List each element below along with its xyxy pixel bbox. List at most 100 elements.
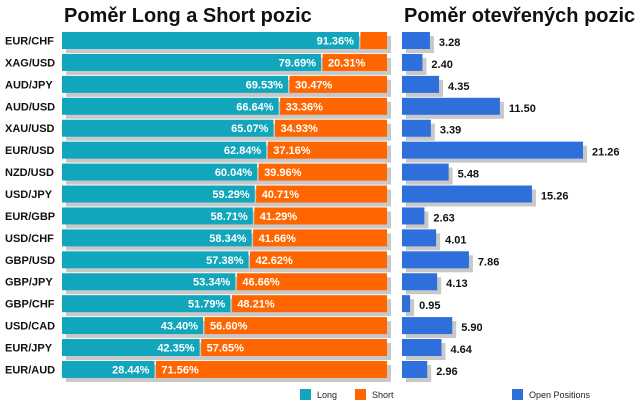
bar-open-positions — [402, 185, 532, 203]
category-label: GBP/USD — [5, 255, 55, 267]
bar-short — [267, 141, 387, 159]
category-label: EUR/JPY — [5, 343, 53, 355]
bar-open-positions — [402, 75, 440, 93]
bar-long — [62, 97, 279, 115]
value-label-open: 3.39 — [440, 125, 461, 137]
value-label-short: 30.47% — [295, 79, 333, 91]
value-label-long: 58.34% — [209, 233, 247, 245]
bar-open-positions — [402, 339, 442, 357]
value-label-short: 46.66% — [242, 277, 280, 289]
bar-long — [62, 119, 274, 137]
value-label-long: 60.04% — [215, 167, 253, 179]
bar-open-positions — [402, 360, 428, 378]
bar-open-positions — [402, 251, 469, 269]
value-label-long: 65.07% — [231, 123, 269, 135]
value-label-short: 40.71% — [262, 189, 300, 201]
value-label-short: 48.21% — [237, 299, 275, 311]
legend-long-short: Long Short — [300, 389, 412, 400]
bar-long — [62, 339, 200, 357]
legend-label-short: Short — [372, 389, 394, 400]
value-label-open: 15.26 — [541, 191, 569, 203]
bar-short — [231, 295, 387, 313]
value-label-short: 41.66% — [259, 233, 297, 245]
bar-long — [62, 75, 288, 93]
bar-long — [62, 32, 359, 49]
value-label-open: 3.28 — [439, 37, 460, 49]
bar-short — [253, 229, 387, 247]
legend-open-positions: Open Positions — [512, 389, 608, 400]
bar-long — [62, 295, 231, 313]
bar-long — [62, 163, 258, 181]
value-label-short: 37.16% — [273, 145, 311, 157]
chart-canvas: EUR/CHF 91.36% 3.28 XAG/USD 79.69% 20.31% 2.40… — [5, 32, 620, 382]
value-label-open: 2.96 — [436, 366, 457, 378]
value-label-short: 57.65% — [207, 343, 245, 355]
chart-title-long-short: Poměr Long a Short pozic — [64, 5, 312, 27]
category-label: EUR/GBP — [5, 211, 55, 223]
bar-short — [274, 119, 387, 137]
category-label: GBP/JPY — [5, 277, 53, 289]
category-label: EUR/CHF — [5, 36, 54, 48]
legend-label-long: Long — [317, 389, 338, 400]
bar-open-positions — [402, 207, 425, 225]
bar-long — [62, 185, 255, 203]
bar-long — [62, 53, 321, 71]
bar-open-positions — [402, 229, 437, 247]
value-label-open: 4.64 — [451, 344, 473, 356]
bar-open-positions — [402, 119, 431, 137]
bar-open-positions — [402, 32, 430, 49]
category-label: AUD/JPY — [5, 79, 53, 91]
value-label-long: 42.35% — [157, 343, 195, 355]
bar-short — [280, 97, 387, 115]
bar-open-positions — [402, 141, 583, 159]
value-label-long: 62.84% — [224, 145, 262, 157]
value-label-short: 56.60% — [210, 321, 248, 333]
value-label-open: 2.63 — [433, 212, 454, 224]
bar-long — [62, 360, 155, 378]
value-label-long: 69.53% — [246, 79, 284, 91]
value-label-long: 59.29% — [212, 189, 250, 201]
value-label-open: 5.48 — [458, 169, 479, 181]
bar-short — [155, 360, 387, 378]
category-label: GBP/CHF — [5, 299, 55, 311]
value-label-short: 41.29% — [260, 211, 298, 223]
value-label-short: 42.62% — [255, 255, 293, 267]
value-label-long: 51.79% — [188, 299, 226, 311]
value-label-open: 7.86 — [478, 256, 499, 268]
category-label: XAG/USD — [5, 57, 55, 69]
value-label-short: 20.31% — [328, 57, 366, 69]
legend-label-open: Open Positions — [529, 389, 591, 400]
bar-long — [62, 251, 249, 269]
bar-open-positions — [402, 273, 438, 291]
value-label-short: 39.96% — [264, 167, 302, 179]
category-label: NZD/USD — [5, 167, 54, 179]
category-label: AUD/USD — [5, 101, 55, 113]
bar-long — [62, 317, 204, 335]
bar-long — [62, 207, 253, 225]
value-label-long: 91.36% — [317, 36, 355, 48]
bar-short — [360, 32, 387, 49]
value-label-long: 57.38% — [206, 255, 244, 267]
value-label-open: 2.40 — [431, 59, 452, 71]
value-label-short: 33.36% — [286, 101, 324, 113]
legend-swatch-short — [355, 389, 367, 400]
value-label-long: 58.71% — [210, 211, 248, 223]
value-label-open: 4.01 — [445, 234, 466, 246]
bar-long — [62, 229, 252, 247]
value-label-short: 71.56% — [161, 364, 199, 376]
bar-short — [249, 251, 387, 269]
category-label: USD/CAD — [5, 321, 55, 333]
bar-long — [62, 141, 267, 159]
bar-long — [62, 273, 236, 291]
category-label: EUR/USD — [5, 145, 55, 157]
chart-title-open-positions: Poměr otevřených pozic — [404, 5, 636, 27]
bar-short — [201, 339, 387, 357]
value-label-open: 0.95 — [419, 300, 440, 312]
bar-open-positions — [402, 97, 500, 115]
category-label: USD/JPY — [5, 189, 53, 201]
bar-short — [204, 317, 387, 335]
value-label-open: 4.13 — [446, 278, 467, 290]
legend-swatch-open — [512, 389, 523, 400]
bar-open-positions — [402, 317, 453, 335]
value-label-open: 21.26 — [592, 147, 620, 159]
